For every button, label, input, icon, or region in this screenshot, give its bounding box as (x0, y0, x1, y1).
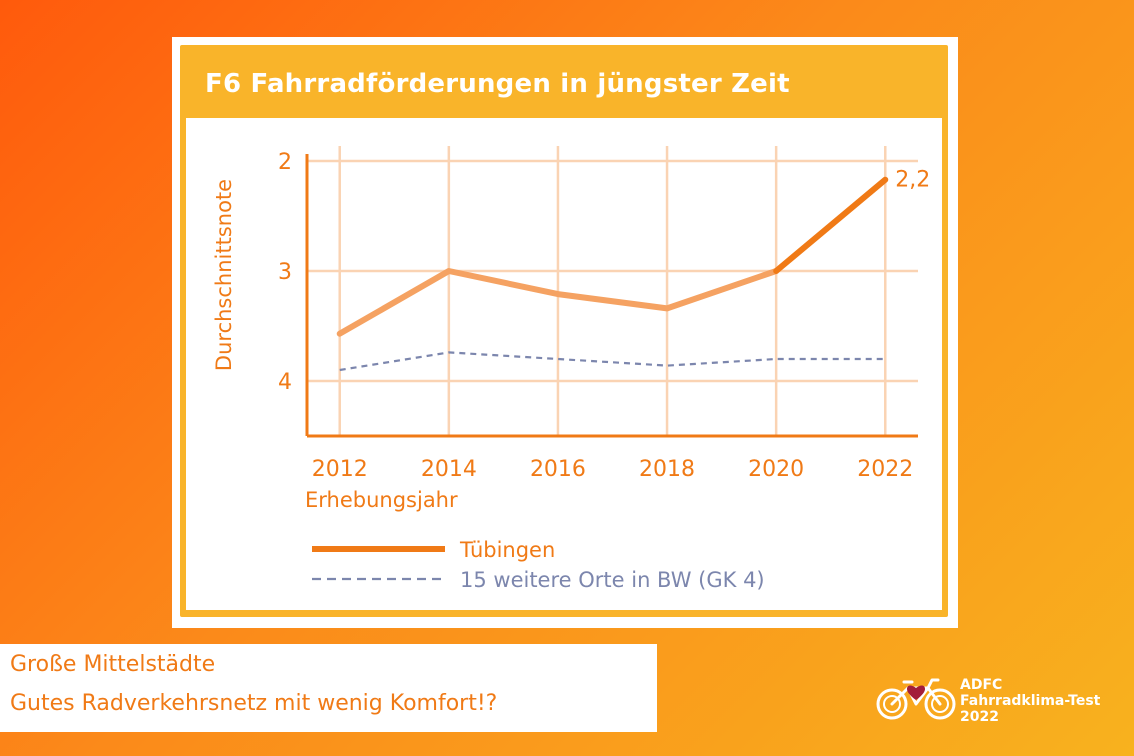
chart-title: F6 Fahrradförderungen in jüngster Zeit (205, 69, 790, 99)
x-tick-label-5: 2022 (857, 457, 913, 482)
grid-layer (307, 146, 918, 436)
logo-text-3: 2022 (960, 709, 999, 725)
y-axis-title: Durchschnittsnote (212, 179, 236, 371)
legend-label-1: 15 weitere Orte in BW (GK 4) (460, 568, 765, 592)
caption-line-1: Große Mittelstädte (10, 652, 216, 677)
series-layer (336, 176, 889, 372)
legend-label-0: Tübingen (459, 538, 555, 562)
label-layer: 2 3 4 2012 2014 2016 2018 2020 2022 Erhebungsjahr… (212, 150, 930, 512)
x-axis-title: Erhebungsjahr (305, 488, 458, 512)
x-tick-label-4: 2020 (748, 457, 804, 482)
x-tick-label-2: 2016 (530, 457, 586, 482)
logo-text-1: ADFC (960, 677, 1003, 693)
x-tick-label-1: 2014 (421, 457, 477, 482)
series-line-0-last-segment (773, 176, 889, 274)
data-label-0: 2,2 (895, 168, 930, 193)
y-tick-label-0: 2 (278, 150, 292, 175)
series-line-1 (339, 351, 886, 372)
legend-layer: Tübingen 15 weitere Orte in BW (GK 4) (312, 538, 765, 592)
caption-box: Große Mittelstädte Gutes Radverkehrsnetz… (0, 644, 657, 732)
y-tick-label-2: 4 (278, 370, 292, 395)
series-line-0 (336, 268, 780, 337)
plot-panel (186, 118, 942, 610)
x-tick-label-0: 2012 (312, 457, 368, 482)
y-tick-label-1: 3 (278, 260, 292, 285)
axis-layer (305, 154, 918, 438)
logo-text-2: Fahrradklima-Test (960, 693, 1101, 709)
bicycle-heart-icon (876, 678, 956, 720)
caption-line-2: Gutes Radverkehrsnetz mit wenig Komfort!… (10, 691, 498, 716)
x-tick-label-3: 2018 (639, 457, 695, 482)
